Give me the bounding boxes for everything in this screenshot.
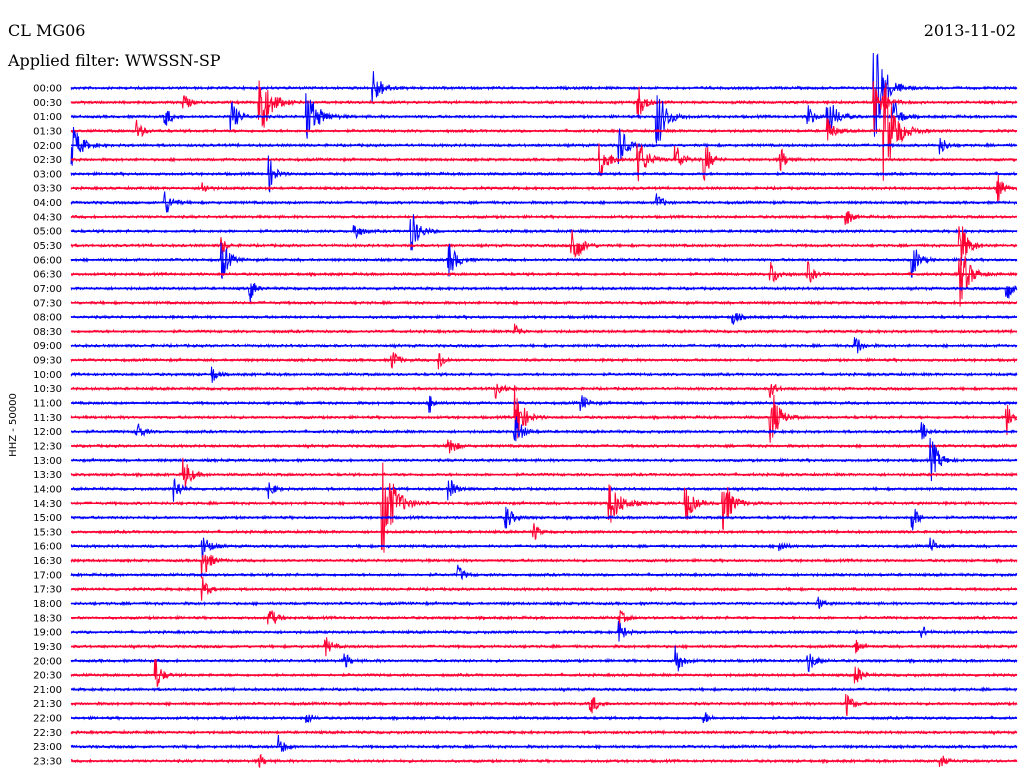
time-tick-label: 15:30 (33, 527, 62, 538)
time-tick-label: 14:00 (33, 484, 62, 495)
time-tick-label: 10:30 (33, 384, 62, 395)
time-tick-label: 23:00 (33, 742, 62, 753)
time-tick-label: 03:30 (33, 184, 62, 195)
time-tick-label: 08:30 (33, 327, 62, 338)
time-tick-label: 13:00 (33, 456, 62, 467)
time-tick-label: 21:00 (33, 685, 62, 696)
time-tick-label: 05:30 (33, 241, 62, 252)
time-tick-label: 13:30 (33, 470, 62, 481)
time-tick-label: 07:00 (33, 284, 62, 295)
time-tick-label: 09:30 (33, 356, 62, 367)
time-tick-label: 19:30 (33, 642, 62, 653)
time-tick-label: 08:00 (33, 313, 62, 324)
time-tick-label: 17:30 (33, 585, 62, 596)
seismic-traces (70, 52, 1018, 769)
time-tick-label: 17:00 (33, 570, 62, 581)
time-tick-label: 00:30 (33, 98, 62, 109)
time-tick-label: 02:00 (33, 141, 62, 152)
time-tick-label: 14:30 (33, 499, 62, 510)
time-tick-label: 18:00 (33, 599, 62, 610)
time-tick-label: 06:30 (33, 270, 62, 281)
time-tick-label: 06:00 (33, 255, 62, 266)
time-tick-label: 16:00 (33, 542, 62, 553)
time-tick-label: 04:30 (33, 212, 62, 223)
y-axis-label: HHZ - 50000 (8, 393, 19, 457)
time-tick-label: 00:00 (33, 84, 62, 95)
time-tick-label: 18:30 (33, 613, 62, 624)
time-tick-label: 09:00 (33, 341, 62, 352)
time-tick-label: 07:30 (33, 298, 62, 309)
time-tick-label: 12:30 (33, 441, 62, 452)
time-tick-label: 22:00 (33, 714, 62, 725)
time-tick-label: 16:30 (33, 556, 62, 567)
time-tick-label: 04:00 (33, 198, 62, 209)
time-tick-label: 15:00 (33, 513, 62, 524)
time-tick-labels: 00:00 00:30 01:00 01:30 02:00 02:30 03:00 03:30… (33, 84, 62, 768)
time-tick-label: 11:00 (33, 399, 62, 410)
time-tick-label: 01:30 (33, 126, 62, 137)
station-label: CL MG06 (8, 21, 85, 40)
filter-label: Applied filter: WWSSN-SP (7, 51, 221, 70)
time-tick-label: 20:00 (33, 656, 62, 667)
time-tick-label: 20:30 (33, 671, 62, 682)
time-tick-label: 02:30 (33, 155, 62, 166)
time-tick-label: 21:30 (33, 699, 62, 710)
time-tick-label: 12:00 (33, 427, 62, 438)
date-label: 2013-11-02 (924, 21, 1016, 40)
time-tick-label: 03:00 (33, 169, 62, 180)
time-tick-label: 01:00 (33, 112, 62, 123)
time-tick-label: 10:00 (33, 370, 62, 381)
time-tick-label: 22:30 (33, 728, 62, 739)
time-tick-label: 11:30 (33, 413, 62, 424)
time-tick-label: 05:00 (33, 227, 62, 238)
time-tick-label: 19:00 (33, 628, 62, 639)
time-tick-label: 23:30 (33, 757, 62, 768)
